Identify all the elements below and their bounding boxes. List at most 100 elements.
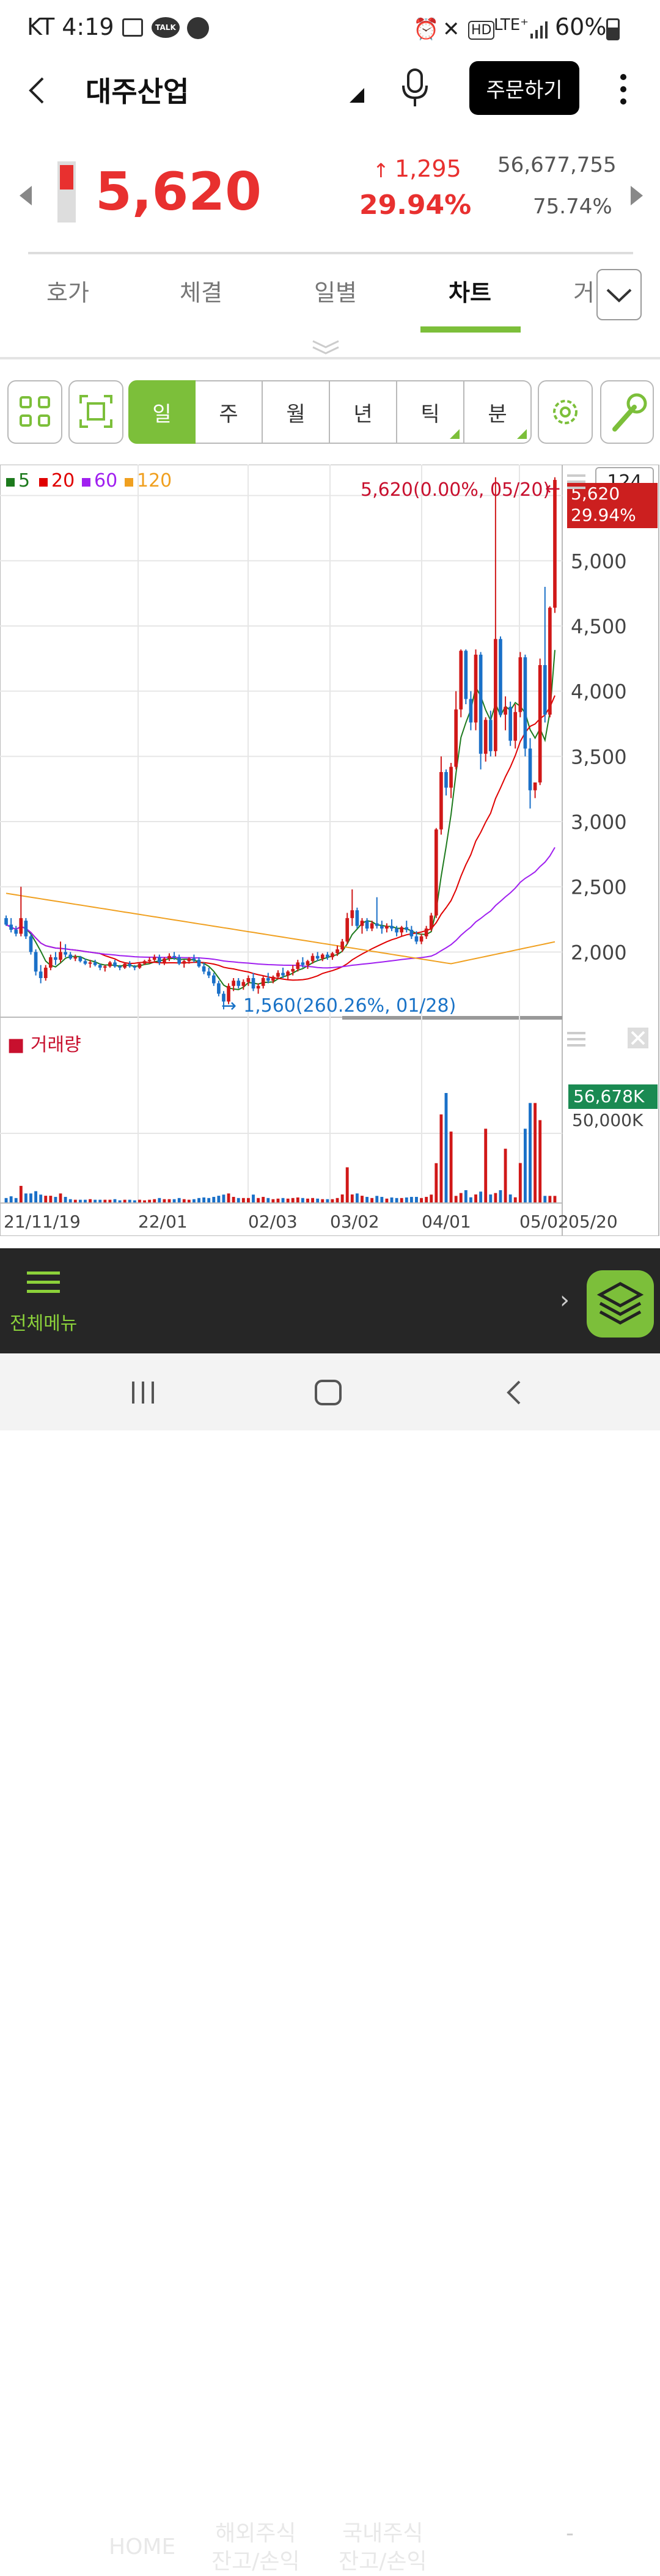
recent-apps-icon[interactable] bbox=[131, 1380, 158, 1407]
low-annotation: 1,560(260.26%, 01/28) bbox=[243, 995, 457, 1017]
panel-splitter-handle bbox=[342, 1016, 562, 1020]
nav-partial-item[interactable]: - bbox=[566, 2521, 574, 2546]
tab-partial[interactable]: 거 bbox=[573, 279, 595, 306]
candle-body bbox=[207, 971, 211, 976]
tools-button[interactable] bbox=[600, 380, 654, 444]
period-tick-label: 틱 bbox=[420, 402, 440, 427]
candle-body bbox=[172, 955, 176, 957]
volume-bar bbox=[148, 1199, 152, 1203]
candle-body bbox=[320, 954, 324, 959]
close-volume-panel-icon[interactable] bbox=[627, 1027, 649, 1049]
candle-body bbox=[390, 926, 394, 929]
volume-axis-tick: 50,000K bbox=[572, 1110, 644, 1130]
candle-body bbox=[147, 960, 152, 962]
bottom-nav: 전체메뉴 HOME 해외주식 잔고/손익 국내주식 잔고/손익 주식 현재가 - › bbox=[0, 1248, 660, 2574]
settings-button[interactable] bbox=[538, 380, 593, 444]
volume-bar bbox=[172, 1199, 176, 1203]
volume-bar bbox=[336, 1198, 339, 1203]
back-icon[interactable] bbox=[22, 73, 56, 108]
more-options-icon[interactable] bbox=[617, 72, 629, 109]
candle-body bbox=[232, 981, 235, 986]
stock-name[interactable]: 대주산업 bbox=[86, 75, 189, 108]
tab-daily[interactable]: 일별 bbox=[314, 279, 357, 306]
candle-body bbox=[405, 927, 409, 930]
candle-body bbox=[29, 936, 33, 952]
volume-bar bbox=[9, 1196, 13, 1203]
app-header: 대주산업 주문하기 bbox=[0, 59, 660, 150]
volume-bar bbox=[534, 1103, 537, 1203]
period-tick-button[interactable]: 틱 bbox=[397, 380, 464, 444]
candle-body bbox=[306, 961, 310, 965]
volume-bar bbox=[380, 1196, 384, 1203]
candle-body bbox=[4, 918, 8, 925]
legend-swatch-5 bbox=[6, 478, 15, 487]
date-label: 22/01 bbox=[138, 1212, 188, 1232]
period-month-button[interactable]: 월 bbox=[263, 380, 330, 444]
candlestick-chart[interactable]: 2,0002,5003,0003,5004,0004,5005,0005,500… bbox=[0, 464, 660, 1237]
fullscreen-button[interactable] bbox=[68, 380, 123, 444]
system-back-icon[interactable] bbox=[505, 1379, 523, 1408]
tick-submenu-icon bbox=[450, 429, 460, 439]
candle-body bbox=[103, 966, 107, 968]
volume-bar bbox=[133, 1200, 136, 1203]
current-price-tag-pct: 29.94% bbox=[571, 505, 636, 525]
candle-body bbox=[291, 969, 295, 972]
candle-body bbox=[163, 959, 166, 963]
candle-body bbox=[474, 654, 478, 723]
layers-fab-icon[interactable] bbox=[587, 1270, 654, 1338]
period-minute-button[interactable]: 분 bbox=[464, 380, 532, 444]
volume-bar bbox=[266, 1198, 270, 1203]
candle-body bbox=[459, 650, 463, 710]
candle-body bbox=[68, 954, 73, 959]
home-icon[interactable] bbox=[314, 1379, 342, 1408]
candle-body bbox=[469, 699, 473, 723]
volume-bar bbox=[291, 1198, 295, 1203]
change-up-arrow-icon: ↑ bbox=[373, 159, 389, 182]
order-button[interactable]: 주문하기 bbox=[469, 61, 579, 115]
period-week-button[interactable]: 주 bbox=[196, 380, 263, 444]
volume-bar bbox=[252, 1194, 255, 1203]
candle-body bbox=[133, 966, 137, 968]
volume-menu-icon[interactable] bbox=[567, 1031, 585, 1048]
candle-body bbox=[266, 978, 270, 981]
quote-summary: 5,620 ↑ 1,295 29.94% 56,677,755 75.74% bbox=[0, 150, 660, 254]
gallery-notification-icon bbox=[122, 18, 143, 37]
tab-trades[interactable]: 체결 bbox=[180, 279, 222, 306]
tab-orderbook[interactable]: 호가 bbox=[46, 279, 89, 306]
price-tick-label: 4,000 bbox=[571, 680, 627, 704]
candle-body bbox=[286, 971, 290, 976]
chart-menu-icon[interactable] bbox=[567, 473, 585, 490]
nav-current-price[interactable]: 주식 현재가 bbox=[467, 2521, 528, 2574]
collapse-handle-icon[interactable] bbox=[310, 339, 341, 359]
nav-home[interactable]: HOME bbox=[109, 2534, 176, 2559]
chart-panel[interactable]: 2,0002,5003,0003,5004,0004,5005,0005,500… bbox=[0, 464, 660, 1237]
stock-dropdown-icon[interactable] bbox=[347, 86, 365, 106]
volume-bar bbox=[197, 1198, 200, 1203]
nav-scroll-right-icon[interactable]: › bbox=[560, 1286, 570, 1314]
volume-bar bbox=[296, 1197, 299, 1203]
candle-body bbox=[138, 963, 142, 968]
period-year-button[interactable]: 년 bbox=[330, 380, 397, 444]
candle-body bbox=[513, 712, 518, 741]
volume-bar bbox=[430, 1194, 433, 1203]
tabs-expand-button[interactable] bbox=[596, 269, 642, 320]
layout-grid-button[interactable] bbox=[7, 380, 62, 444]
volume-bar bbox=[518, 1163, 522, 1203]
volume-bar bbox=[163, 1199, 166, 1203]
volume-bar bbox=[138, 1199, 141, 1203]
tab-chart[interactable]: 차트 bbox=[449, 279, 491, 306]
next-stock-arrow-icon[interactable] bbox=[629, 185, 644, 209]
candle-body bbox=[310, 955, 315, 962]
candle-body bbox=[83, 961, 87, 964]
prev-stock-arrow-icon[interactable] bbox=[18, 185, 33, 209]
volume-bar bbox=[543, 1196, 547, 1203]
volume-bar bbox=[118, 1200, 122, 1203]
price-tick-label: 2,500 bbox=[571, 876, 627, 899]
candle-body bbox=[331, 953, 334, 957]
nav-all-menu[interactable]: 전체메뉴 bbox=[10, 1313, 78, 1334]
microphone-icon[interactable] bbox=[400, 68, 430, 110]
nav-domestic-balance[interactable]: 국내주식 잔고/손익 bbox=[339, 2521, 427, 2574]
menu-hamburger-icon[interactable] bbox=[27, 1270, 60, 1297]
period-day-button[interactable]: 일 bbox=[128, 380, 196, 444]
nav-foreign-balance[interactable]: 해외주식 잔고/손익 bbox=[211, 2521, 300, 2574]
